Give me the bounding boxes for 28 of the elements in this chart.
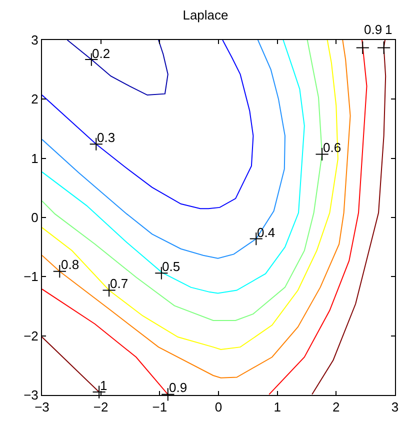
- annotation: 1: [385, 22, 392, 37]
- line-series: [42, 288, 168, 395]
- line-series: [42, 40, 286, 259]
- annotation: 0.9: [364, 22, 382, 37]
- y-tick-label: −3: [24, 388, 38, 403]
- x-tick-label: 1: [274, 400, 281, 415]
- annotation: 0.2: [92, 46, 110, 61]
- y-tick-label: −2: [24, 328, 38, 344]
- annotation: 0.3: [97, 130, 116, 145]
- annotation: 0.5: [162, 259, 180, 274]
- annotation: 1: [100, 378, 108, 393]
- y-tick-label: 2: [31, 92, 38, 107]
- y-tick-label: 1: [31, 150, 38, 166]
- annotation: 0.9: [169, 380, 188, 395]
- y-tick-label: 3: [31, 32, 38, 48]
- y-tick-label: −1: [24, 269, 38, 284]
- x-tick-label: −1: [152, 400, 168, 415]
- x-tick-label: −2: [93, 400, 108, 415]
- line-series: [42, 40, 254, 210]
- annotation: 0.8: [61, 257, 80, 272]
- chart-title: Laplace: [182, 8, 228, 23]
- annotation: 0.7: [110, 276, 128, 291]
- x-tick-label: 3: [391, 400, 399, 415]
- x-tick-label: 2: [332, 400, 340, 415]
- x-tick-label: 0: [214, 400, 222, 415]
- y-tick-label: 0: [31, 210, 38, 226]
- line-series: [42, 40, 305, 294]
- line-series: [66, 40, 168, 96]
